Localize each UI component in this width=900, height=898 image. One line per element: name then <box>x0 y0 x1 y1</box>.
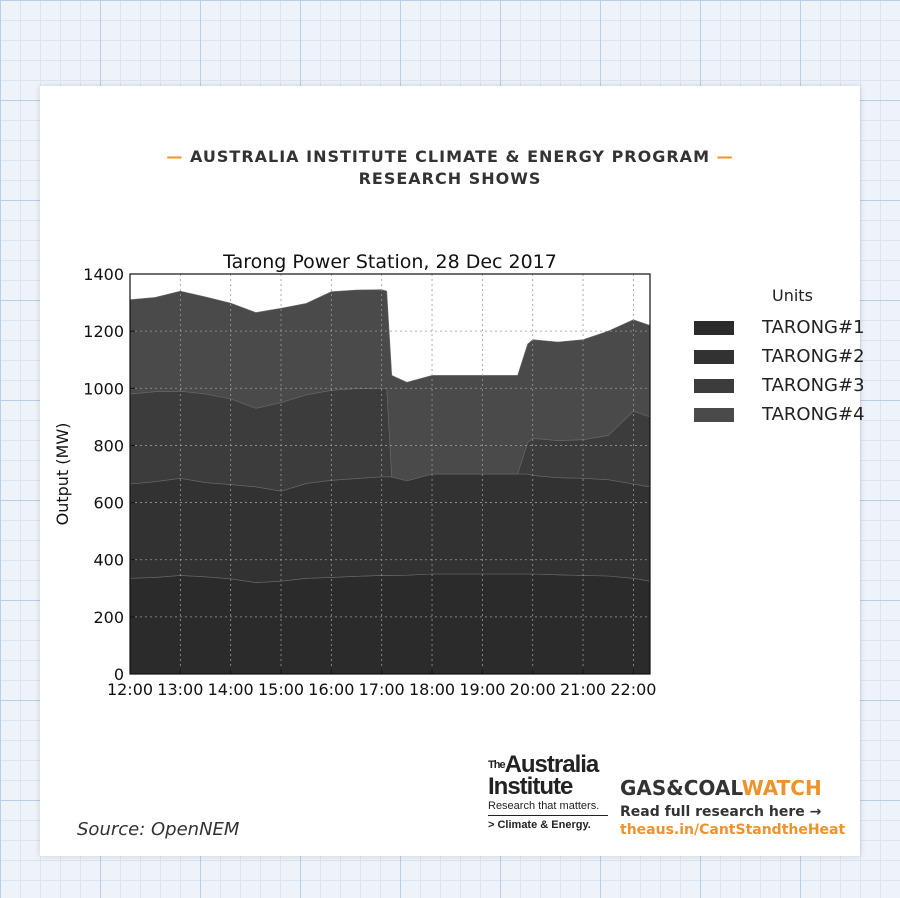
logo-the: The <box>488 759 506 771</box>
y-tick-label: 1000 <box>83 379 124 398</box>
y-tick-label: 0 <box>114 665 124 684</box>
source-note: Source: OpenNEM <box>77 819 240 840</box>
y-tick-label: 200 <box>93 608 124 627</box>
y-tick-label: 1200 <box>83 322 124 341</box>
x-tick-label: 22:00 <box>610 680 656 699</box>
x-tick-label: 14:00 <box>208 680 254 699</box>
legend: Units TARONG#1 TARONG#2 TARONG#3 TARONG#… <box>694 286 865 429</box>
gcw-part2: WATCH <box>741 776 822 800</box>
gas-coal-watch-block: GAS&COALWATCH Read full research here → … <box>620 776 845 838</box>
y-tick-label: 1400 <box>83 265 124 284</box>
logo-name-line2: Institute <box>488 773 573 800</box>
read-more-link[interactable]: Read full research here → <box>620 804 822 820</box>
logo-tagline: Research that matters. <box>488 800 608 816</box>
legend-title: Units <box>772 286 813 305</box>
logo-program: > Climate & Energy. <box>488 819 591 831</box>
y-tick-label: 400 <box>93 551 124 570</box>
legend-swatch <box>694 407 734 422</box>
x-tick-label: 18:00 <box>409 680 455 699</box>
header-dash-left: — <box>166 147 184 166</box>
x-tick-label: 21:00 <box>560 680 606 699</box>
legend-item-tarong1: TARONG#1 <box>694 313 865 342</box>
chart: 0 200 400 600 800 1000 1200 1400 12:00 13:00 14:00… <box>53 251 656 699</box>
legend-label: TARONG#1 <box>762 317 865 338</box>
x-tick-label: 17:00 <box>359 680 405 699</box>
x-tick-label: 16:00 <box>308 680 354 699</box>
research-url-link[interactable]: theaus.in/CantStandtheHeat <box>620 822 846 838</box>
card: — AUSTRALIA INSTITUTE CLIMATE & ENERGY P… <box>40 86 865 856</box>
legend-item-tarong2: TARONG#2 <box>694 342 865 371</box>
y-axis-label: Output (MW) <box>53 423 72 526</box>
x-tick-label: 19:00 <box>459 680 505 699</box>
header-line1: AUSTRALIA INSTITUTE CLIMATE & ENERGY PRO… <box>190 147 710 166</box>
x-tick-label: 15:00 <box>258 680 304 699</box>
legend-label: TARONG#4 <box>762 404 865 425</box>
legend-swatch <box>694 349 734 364</box>
legend-label: TARONG#3 <box>762 375 865 396</box>
legend-swatch <box>694 378 734 393</box>
plot-frame <box>129 273 651 675</box>
australia-institute-logo: TheAustralia Institute Research that mat… <box>488 751 608 831</box>
header-dash-right: — <box>716 147 734 166</box>
logo-name-line1: Australia <box>504 751 600 778</box>
area-tarong1 <box>129 573 651 675</box>
header-line2: RESEARCH SHOWS <box>358 169 542 188</box>
legend-label: TARONG#2 <box>762 346 865 367</box>
gcw-part1: GAS&COAL <box>620 776 742 800</box>
x-tick-label: 12:00 <box>107 680 153 699</box>
chart-title: Tarong Power Station, 28 Dec 2017 <box>222 251 557 273</box>
x-tick-label: 20:00 <box>510 680 556 699</box>
gcw-title: GAS&COALWATCH <box>620 776 845 800</box>
area-tarong2 <box>129 473 651 583</box>
y-tick-label: 600 <box>93 494 124 513</box>
y-tick-label: 800 <box>93 436 124 455</box>
legend-item-tarong3: TARONG#3 <box>694 371 865 400</box>
program-header: — AUSTRALIA INSTITUTE CLIMATE & ENERGY P… <box>40 146 860 190</box>
legend-swatch <box>694 320 734 335</box>
x-tick-label: 13:00 <box>157 680 203 699</box>
legend-item-tarong4: TARONG#4 <box>694 400 865 429</box>
